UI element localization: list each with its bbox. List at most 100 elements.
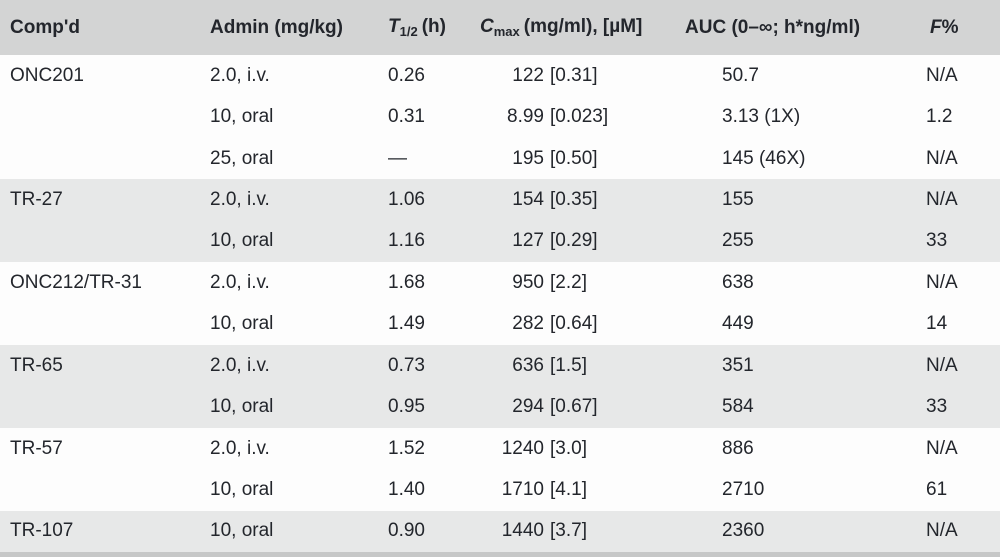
cmax-value: 1710 bbox=[501, 478, 544, 500]
table-header-row: Comp'd Admin (mg/kg) T1/2 (h) Cmax (mg/ml)… bbox=[0, 0, 1000, 55]
bioavailability-cell: N/A bbox=[926, 64, 958, 86]
cmax-value: 950 bbox=[512, 271, 544, 293]
half-life-cell: — bbox=[388, 147, 407, 169]
table-row: TR-27 2.0, i.v. 1.06 154 [0.35] 155 N/A bbox=[0, 179, 1000, 221]
auc-cell: 2710 bbox=[722, 478, 765, 500]
cmax-cell: 1240 [3.0] bbox=[480, 438, 685, 460]
half-life-cell: 1.16 bbox=[388, 230, 425, 252]
half-life-cell: 1.52 bbox=[388, 437, 425, 459]
compound-cell: TR-107 bbox=[10, 520, 74, 542]
half-life-unit: (h) bbox=[421, 16, 446, 37]
cmax-cell: 294 [0.67] bbox=[480, 396, 685, 418]
cmax-micromolar: [0.29] bbox=[550, 230, 598, 252]
table-row: 10, oral 1.40 1710 [4.1] 2710 61 bbox=[0, 469, 1000, 511]
cmax-micromolar: [2.2] bbox=[550, 271, 587, 293]
auc-cell: 351 bbox=[722, 354, 754, 376]
cmax-value: 294 bbox=[512, 396, 544, 418]
admin-cell: 10, oral bbox=[210, 520, 274, 542]
cmax-cell: 122 [0.31] bbox=[480, 65, 685, 87]
cmax-micromolar: [0.64] bbox=[550, 313, 598, 335]
cmax-value: 127 bbox=[512, 230, 544, 252]
admin-cell: 10, oral bbox=[210, 478, 274, 500]
auc-cell: 2360 bbox=[722, 520, 765, 542]
half-life-cell: 0.95 bbox=[388, 396, 425, 418]
cmax-micromolar: [0.31] bbox=[550, 64, 598, 86]
admin-cell: 25, oral bbox=[210, 147, 274, 169]
cmax-cell: 1440 [3.7] bbox=[480, 520, 685, 542]
cmax-subscript: max bbox=[493, 24, 520, 39]
table-row: TR-57 2.0, i.v. 1.52 1240 [3.0] 886 N/A bbox=[0, 427, 1000, 470]
half-life-cell: 1.40 bbox=[388, 478, 425, 500]
cmax-value: 1240 bbox=[501, 437, 544, 459]
half-life-subscript: 1/2 bbox=[399, 24, 418, 39]
table-row: ONC201 2.0, i.v. 0.26 122 [0.31] 50.7 N/A bbox=[0, 55, 1000, 97]
admin-cell: 2.0, i.v. bbox=[210, 437, 270, 459]
bioavailability-cell: N/A bbox=[926, 437, 958, 459]
bioavailability-cell: N/A bbox=[926, 271, 958, 293]
cmax-cell: 636 [1.5] bbox=[480, 355, 685, 377]
table-row: 10, oral 0.95 294 [0.67] 584 33 bbox=[0, 386, 1000, 428]
auc-cell: 638 bbox=[722, 271, 754, 293]
header-half-life: T1/2 (h) bbox=[385, 16, 480, 39]
cmax-micromolar: [0.35] bbox=[550, 188, 598, 210]
half-life-cell: 0.26 bbox=[388, 64, 425, 86]
half-life-cell: 1.68 bbox=[388, 271, 425, 293]
cmax-cell: 282 [0.64] bbox=[480, 313, 685, 335]
cmax-cell: 154 [0.35] bbox=[480, 189, 685, 211]
table-row: 10, oral 0.31 8.99 [0.023] 3.13 (1X) 1.2 bbox=[0, 96, 1000, 138]
cmax-micromolar: [3.7] bbox=[550, 520, 587, 542]
auc-cell: 145 (46X) bbox=[722, 147, 806, 169]
admin-cell: 2.0, i.v. bbox=[210, 188, 270, 210]
half-life-cell: 1.49 bbox=[388, 313, 425, 335]
cmax-value: 282 bbox=[512, 313, 544, 335]
cmax-micromolar: [3.0] bbox=[550, 437, 587, 459]
admin-cell: 2.0, i.v. bbox=[210, 64, 270, 86]
header-compound: Comp'd bbox=[10, 16, 80, 38]
auc-cell: 3.13 (1X) bbox=[722, 106, 801, 128]
cmax-micromolar: [0.67] bbox=[550, 396, 598, 418]
admin-cell: 10, oral bbox=[210, 106, 274, 128]
admin-cell: 10, oral bbox=[210, 313, 274, 335]
header-admin-dose: Admin (mg/kg) bbox=[210, 16, 343, 38]
admin-cell: 10, oral bbox=[210, 230, 274, 252]
cmax-value: 636 bbox=[512, 354, 544, 376]
auc-cell: 155 bbox=[722, 188, 754, 210]
cmax-value: 154 bbox=[512, 188, 544, 210]
cmax-value: 122 bbox=[512, 64, 544, 86]
bioavailability-cell: N/A bbox=[926, 520, 958, 542]
admin-cell: 2.0, i.v. bbox=[210, 354, 270, 376]
header-cmax: Cmax (mg/ml), [µM] bbox=[480, 16, 685, 39]
bioavailability-cell: N/A bbox=[926, 188, 958, 210]
table-row: TR-107 10, oral 0.90 1440 [3.7] 2360 N/A bbox=[0, 510, 1000, 553]
table-row: TR-65 2.0, i.v. 0.73 636 [1.5] 351 N/A bbox=[0, 344, 1000, 387]
table-row: ONC212/TR-31 2.0, i.v. 1.68 950 [2.2] 638… bbox=[0, 262, 1000, 304]
cmax-value: 1440 bbox=[501, 520, 544, 542]
compound-cell: TR-65 bbox=[10, 354, 63, 376]
bioavailability-cell: 33 bbox=[926, 396, 948, 418]
cmax-micromolar: [4.1] bbox=[550, 478, 587, 500]
auc-cell: 50.7 bbox=[722, 64, 759, 86]
table-row: 10, oral 1.16 127 [0.29] 255 33 bbox=[0, 220, 1000, 263]
bioavailability-cell: N/A bbox=[926, 354, 958, 376]
admin-cell: 10, oral bbox=[210, 396, 274, 418]
compound-cell: ONC212/TR-31 bbox=[10, 271, 142, 293]
f-symbol: F bbox=[930, 16, 942, 38]
auc-cell: 255 bbox=[722, 230, 754, 252]
cmax-cell: 127 [0.29] bbox=[480, 230, 685, 252]
half-life-symbol: T bbox=[388, 16, 400, 37]
half-life-cell: 0.73 bbox=[388, 354, 425, 376]
cmax-micromolar: [0.023] bbox=[550, 106, 609, 128]
compound-cell: ONC201 bbox=[10, 64, 84, 86]
bioavailability-cell: 61 bbox=[926, 478, 948, 500]
cmax-cell: 195 [0.50] bbox=[480, 148, 685, 170]
cmax-cell: 8.99 [0.023] bbox=[480, 106, 685, 128]
cmax-symbol: C bbox=[480, 16, 494, 37]
compound-cell: TR-57 bbox=[10, 437, 63, 459]
auc-cell: 584 bbox=[722, 396, 754, 418]
cmax-cell: 1710 [4.1] bbox=[480, 479, 685, 501]
header-auc: AUC (0–∞; h*ng/ml) bbox=[685, 16, 861, 38]
f-percent-sign: % bbox=[941, 16, 959, 38]
bioavailability-cell: 33 bbox=[926, 230, 948, 252]
auc-cell: 886 bbox=[722, 437, 754, 459]
